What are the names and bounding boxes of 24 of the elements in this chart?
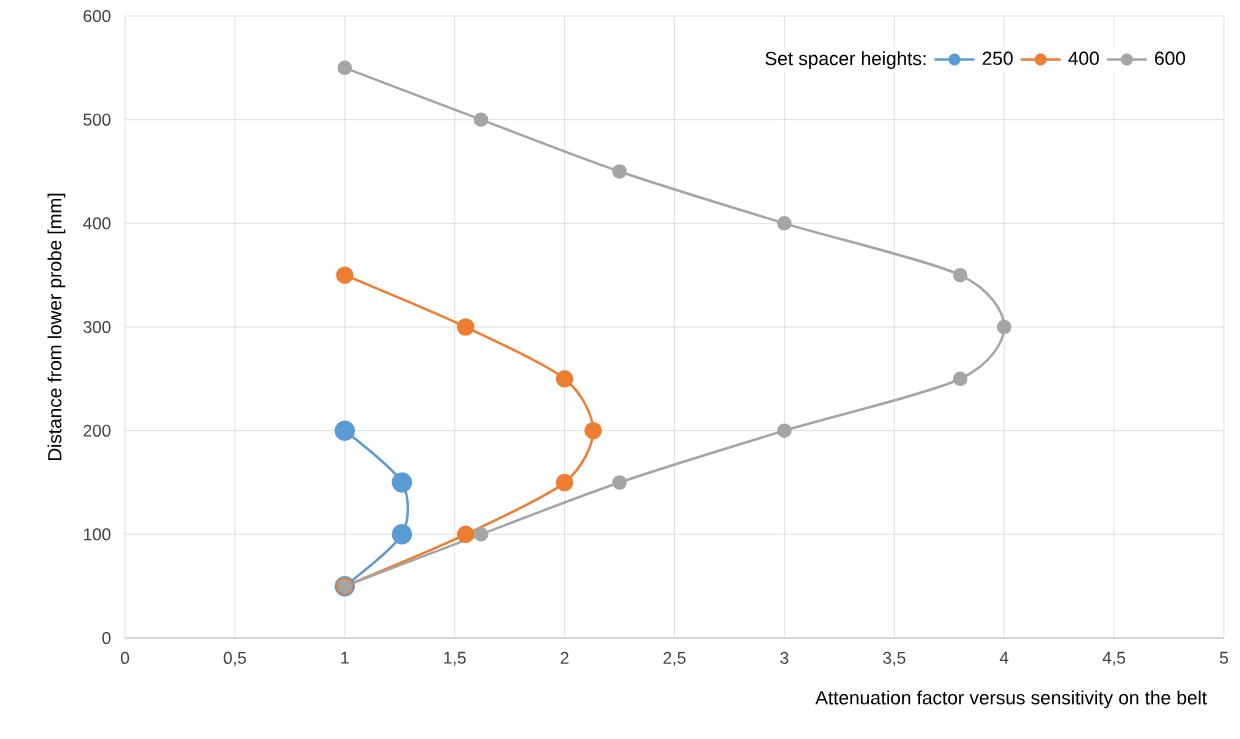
legend-label: 600 — [1155, 51, 1186, 65]
y-tick-label: 500 — [83, 113, 111, 126]
legend-label: 400 — [1068, 51, 1099, 65]
x-tick-label: 4 — [999, 651, 1009, 664]
y-tick-label: 100 — [84, 528, 111, 541]
y-tick-label: 400 — [83, 217, 111, 230]
x-tick-label: 0,5 — [223, 651, 246, 666]
x-tick-label: 2 — [560, 651, 569, 664]
x-tick-label: 5 — [1219, 651, 1228, 664]
x-tick-label: 3 — [780, 651, 789, 664]
y-tick-label: 200 — [83, 424, 111, 437]
x-tick-label: 1,5 — [444, 651, 466, 666]
y-axis-title: Distance from lower probe [mm] — [47, 193, 66, 461]
legend-title: Set spacer heights: — [765, 51, 926, 69]
y-tick-label: 600 — [83, 9, 111, 23]
x-tick-label: 4,5 — [1102, 651, 1126, 666]
x-tick-label: 3,5 — [883, 651, 906, 666]
x-tick-label: 1 — [341, 651, 349, 664]
y-tick-label: 0 — [102, 631, 111, 645]
x-tick-label: 0 — [120, 651, 130, 664]
x-tick-label: 2,5 — [663, 651, 686, 666]
x-axis-title: Attenuation factor versus sensitivity on the belt — [815, 690, 1207, 709]
legend-label: 250 — [982, 51, 1013, 65]
y-tick-label: 300 — [83, 320, 111, 334]
